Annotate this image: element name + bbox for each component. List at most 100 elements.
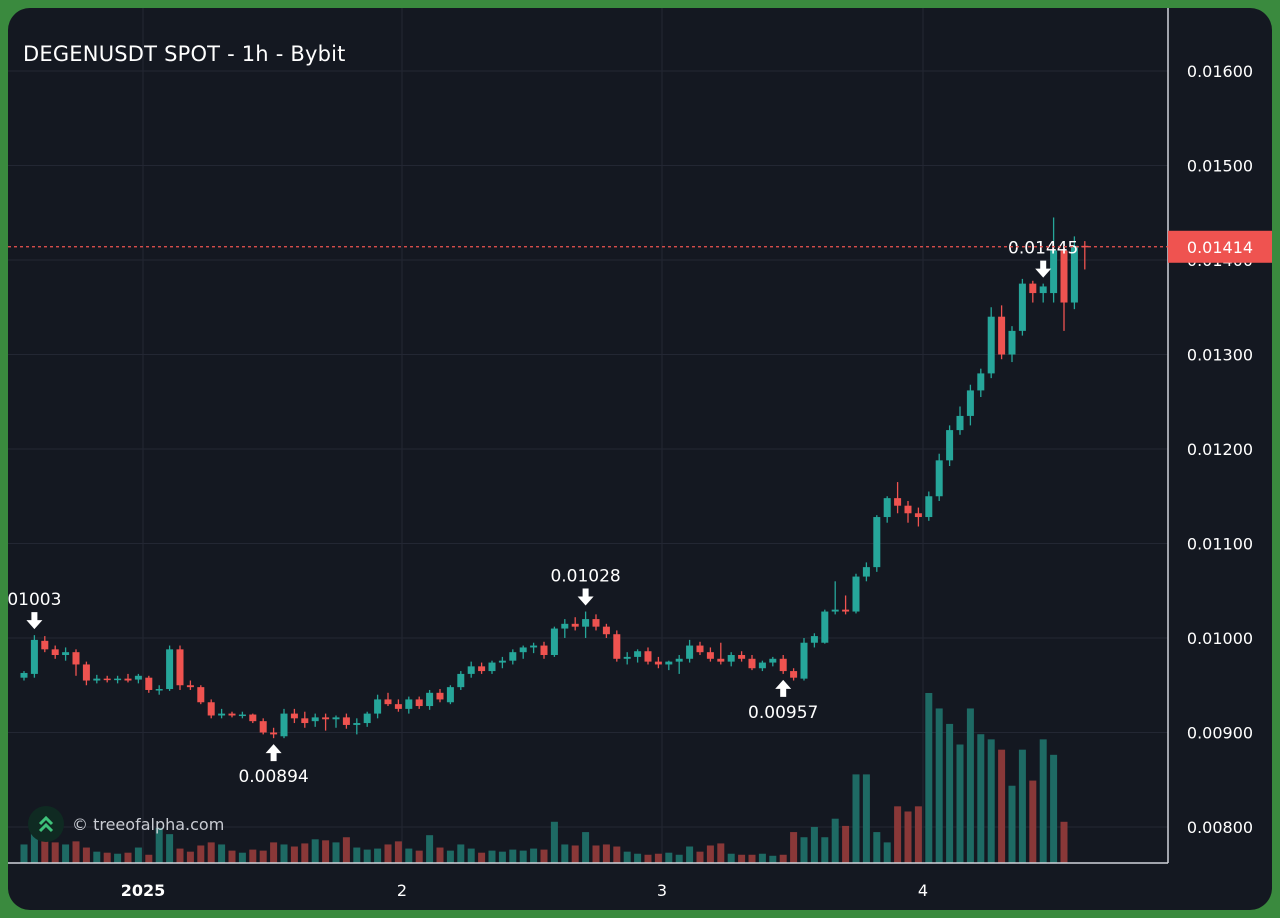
candle-body — [270, 732, 278, 735]
volume-bars — [20, 693, 1068, 863]
volume-bar — [519, 850, 527, 863]
volume-bar — [415, 850, 423, 863]
candle-body — [114, 678, 122, 681]
volume-bar — [831, 818, 839, 863]
candle-body — [800, 642, 808, 679]
candle-body — [124, 678, 132, 681]
volume-bar — [280, 844, 288, 863]
candle-body — [706, 652, 714, 659]
candlestick-chart: 01003 0.00894 0.01028 0.00957 0.01445 0.0080… — [8, 8, 1272, 900]
candle-body — [176, 649, 184, 686]
candle-body — [1050, 250, 1058, 294]
volume-bar — [935, 708, 943, 863]
candle-body — [758, 662, 766, 669]
candle-body — [696, 645, 704, 653]
candle-body — [966, 390, 974, 416]
candle-body — [93, 678, 101, 681]
candle-body — [914, 513, 922, 518]
candle-body — [842, 609, 850, 612]
chart-frame: 01003 0.00894 0.01028 0.00957 0.01445 0.0080… — [8, 8, 1272, 910]
candle-body — [530, 645, 538, 648]
volume-bar — [810, 826, 818, 863]
volume-bar — [51, 842, 59, 863]
volume-bar — [821, 837, 829, 863]
volume-bar — [124, 852, 132, 863]
candle-body — [634, 651, 642, 657]
candle-body — [904, 505, 912, 514]
volume-bar — [103, 852, 111, 863]
candle-body — [571, 623, 579, 627]
volume-bar — [436, 847, 444, 863]
candle-body — [550, 628, 558, 656]
candle-body — [644, 651, 652, 662]
candle-body — [478, 666, 486, 672]
volume-bar — [540, 849, 548, 863]
volume-bar — [873, 832, 881, 863]
candle-body — [394, 704, 402, 709]
candle-body — [405, 699, 413, 709]
annotation-label: 0.01028 — [550, 567, 620, 587]
volume-bar — [197, 845, 205, 863]
candle-body — [41, 640, 49, 650]
volume-bar — [987, 739, 995, 863]
volume-bar — [498, 851, 506, 863]
candle-body — [82, 664, 90, 681]
candle-body — [1060, 250, 1068, 303]
candle-body — [1008, 330, 1016, 355]
volume-bar — [41, 837, 49, 863]
chart-title: DEGENUSDT SPOT - 1h - Bybit — [23, 42, 346, 66]
volume-bar — [20, 844, 28, 863]
volume-bar — [977, 734, 985, 863]
volume-bar — [363, 849, 371, 863]
volume-bar — [852, 774, 860, 863]
candle-body — [582, 619, 590, 627]
volume-bar — [322, 840, 330, 863]
annotations: 01003 0.00894 0.01028 0.00957 0.01445 — [8, 239, 1078, 788]
volume-bar — [134, 847, 142, 863]
volume-bar — [914, 806, 922, 863]
double-chevron-up-icon — [28, 806, 64, 842]
volume-bar — [925, 693, 933, 863]
candle-body — [769, 658, 777, 663]
candle-body — [998, 316, 1006, 355]
volume-bar — [166, 834, 174, 863]
candle-body — [623, 656, 631, 659]
volume-bar — [290, 846, 298, 863]
candle-body — [654, 661, 662, 665]
volume-bar — [405, 848, 413, 863]
volume-bar — [561, 844, 569, 863]
candle-body — [748, 658, 756, 669]
volume-bar — [1060, 821, 1068, 863]
volume-bar — [550, 821, 558, 863]
volume-bar — [446, 850, 454, 863]
volume-bar — [644, 854, 652, 863]
candle-body — [1070, 245, 1078, 303]
volume-bar — [946, 723, 954, 863]
candle-body — [821, 611, 829, 643]
candle-body — [280, 713, 288, 737]
candle-body — [20, 672, 28, 678]
candle-body — [228, 713, 236, 716]
y-tick-label: 0.01200 — [1187, 440, 1253, 459]
candle-body — [987, 316, 995, 374]
volume-bar — [384, 844, 392, 863]
candle-body — [602, 626, 610, 635]
candle-body — [862, 567, 870, 577]
candle-body — [259, 721, 267, 733]
volume-bar — [72, 841, 80, 863]
candle-body — [894, 498, 902, 506]
candle-body — [457, 673, 465, 688]
volume-bar — [93, 851, 101, 863]
volume-bar — [155, 827, 163, 863]
candle-body — [301, 718, 309, 724]
volume-bar — [956, 744, 964, 863]
annotation-label: 01003 — [8, 590, 61, 610]
candle-body — [498, 660, 506, 663]
candle-body — [311, 717, 319, 722]
volume-bar — [394, 841, 402, 863]
volume-bar — [998, 749, 1006, 863]
volume-bar — [654, 853, 662, 863]
volume-bar — [602, 844, 610, 863]
candle-body — [145, 677, 153, 690]
candle-body — [738, 655, 746, 659]
